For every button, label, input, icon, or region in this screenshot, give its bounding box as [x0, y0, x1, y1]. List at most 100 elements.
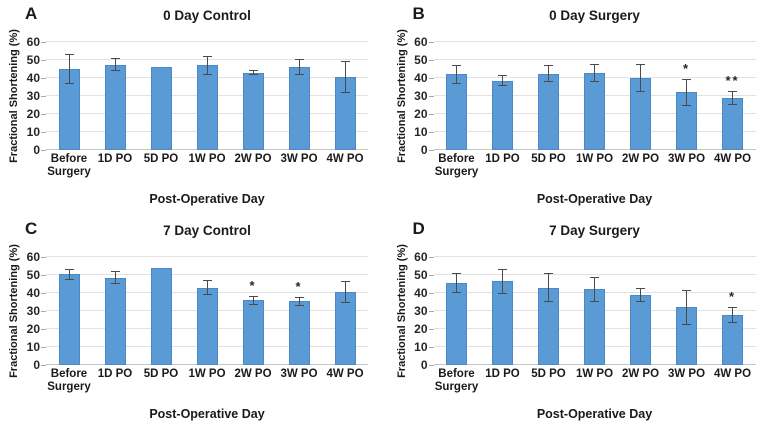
- y-tick-label: 60: [26, 249, 40, 264]
- x-tick-label: Before Surgery: [434, 153, 479, 178]
- x-tick-label: 1D PO: [485, 153, 520, 165]
- y-tick-label: 30: [414, 303, 428, 318]
- bar: [150, 67, 172, 150]
- significance-marker: *: [249, 277, 257, 293]
- x-tick-label: 1D PO: [485, 368, 520, 380]
- gridline: [433, 274, 756, 275]
- x-axis-title: Post-Operative Day: [536, 192, 653, 206]
- y-tick-label: 50: [414, 267, 428, 282]
- error-bar-cap-top: [636, 63, 645, 65]
- error-bar-stem: [206, 55, 208, 76]
- error-bar-cap-bottom: [294, 304, 304, 306]
- y-tick-mark: [41, 96, 46, 97]
- x-tick-label: 2W PO: [621, 368, 660, 380]
- x-axis-title: Post-Operative Day: [149, 192, 265, 206]
- error-bar-cap-bottom: [636, 91, 645, 93]
- error-bar: [248, 295, 258, 305]
- y-tick-label: 20: [26, 106, 40, 121]
- x-tick-label: 2W PO: [621, 153, 660, 165]
- error-bar-cap-bottom: [452, 292, 461, 293]
- error-bar-stem: [344, 281, 346, 303]
- bar: [446, 283, 467, 365]
- y-tick-label: 20: [414, 106, 428, 121]
- error-bar: [544, 65, 553, 82]
- error-bar-cap-top: [498, 268, 507, 270]
- error-bar-stem: [548, 65, 549, 82]
- error-bar-cap-top: [636, 287, 645, 289]
- error-bar: [590, 63, 599, 82]
- error-bar-cap-top: [682, 290, 691, 292]
- y-tick-mark: [41, 311, 46, 312]
- error-bar: [728, 306, 737, 323]
- plot-area: * *: [46, 256, 368, 365]
- x-tick-label: 5D PO: [531, 153, 566, 165]
- error-bar-stem: [640, 287, 641, 302]
- gridline: [46, 274, 368, 275]
- y-tick-label: 0: [420, 357, 428, 372]
- bar: [288, 301, 310, 365]
- bar: [196, 287, 218, 365]
- x-tick-label: 5D PO: [531, 368, 566, 380]
- bar: [242, 72, 264, 150]
- y-tick-mark: [428, 275, 434, 276]
- error-bar-cap-bottom: [544, 80, 553, 82]
- error-bar-stem: [686, 290, 687, 325]
- plot-area: *: [433, 256, 756, 365]
- error-bar-stem: [298, 296, 300, 306]
- error-bar-stem: [456, 273, 457, 293]
- error-bar-stem: [686, 78, 687, 106]
- error-bar-cap-top: [248, 295, 258, 297]
- error-bar-cap-top: [590, 276, 599, 278]
- error-bar-cap-top: [498, 75, 507, 77]
- x-tick-label: 1W PO: [575, 368, 614, 380]
- error-bar: [544, 273, 553, 302]
- error-bar-stem: [548, 273, 549, 302]
- error-bar-cap-bottom: [636, 301, 645, 302]
- y-tick-mark: [428, 114, 434, 115]
- y-tick-label: 10: [26, 124, 40, 139]
- error-bar-cap-bottom: [248, 303, 258, 305]
- x-tick-label: 4W PO: [326, 368, 364, 380]
- y-tick-label: 40: [414, 285, 428, 300]
- error-bar-stem: [594, 276, 595, 302]
- error-bar: [340, 281, 350, 303]
- chart-title: 7 Day Control: [163, 223, 251, 238]
- y-tick-mark: [428, 329, 434, 330]
- chart-title: 7 Day Surgery: [549, 223, 640, 238]
- error-bar-stem: [298, 59, 300, 76]
- y-tick-mark: [41, 150, 46, 151]
- error-bar-cap-bottom: [728, 321, 737, 323]
- error-bar-cap-top: [202, 55, 212, 57]
- error-bar-cap-top: [340, 281, 350, 283]
- x-tick-label: 1W PO: [188, 153, 226, 165]
- y-tick-mark: [41, 114, 46, 115]
- error-bar-cap-top: [452, 273, 461, 275]
- x-tick-label: 1W PO: [575, 153, 614, 165]
- error-bar: [682, 290, 691, 325]
- bar: [58, 274, 80, 365]
- x-tick-label: Before Surgery: [47, 368, 91, 393]
- gridline: [46, 41, 368, 42]
- panel-letter: D: [412, 219, 425, 238]
- bar: [584, 72, 605, 150]
- error-bar-cap-top: [544, 273, 553, 275]
- error-bar-stem: [114, 271, 116, 284]
- error-bar-cap-bottom: [544, 301, 553, 302]
- panel-letter: B: [412, 4, 425, 23]
- error-bar: [64, 53, 74, 85]
- y-tick-mark: [41, 275, 46, 276]
- significance-marker: *: [295, 278, 303, 294]
- y-tick-mark: [428, 78, 434, 79]
- error-bar-cap-bottom: [590, 301, 599, 302]
- y-tick-mark: [41, 60, 46, 61]
- error-bar-cap-top: [202, 280, 212, 282]
- error-bar-stem: [252, 295, 254, 305]
- error-bar-cap-bottom: [110, 283, 120, 284]
- x-tick-label: 1D PO: [97, 153, 133, 165]
- error-bar-cap-bottom: [202, 293, 212, 295]
- error-bar: [636, 287, 645, 302]
- x-tick-label: 4W PO: [713, 368, 752, 380]
- y-tick-mark: [41, 257, 46, 258]
- x-tick-label: 5D PO: [143, 368, 179, 380]
